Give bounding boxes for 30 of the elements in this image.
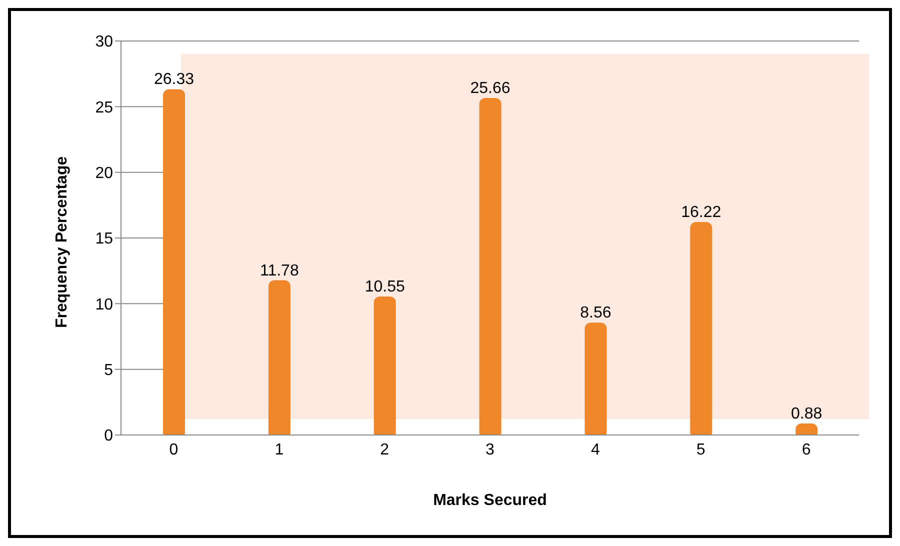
bar [374, 296, 396, 435]
x-tick-label: 4 [590, 441, 600, 458]
bar [584, 322, 607, 435]
x-tick-label: 0 [169, 441, 178, 458]
data-label: 8.56 [580, 304, 612, 322]
y-tick-label: 20 [95, 165, 114, 182]
y-tick-label: 5 [104, 362, 114, 380]
data-label: 11.78 [260, 262, 299, 280]
data-label: 0.88 [791, 405, 822, 422]
data-label: 26.33 [154, 71, 194, 88]
y-tick-label: 10 [95, 296, 114, 314]
bar [163, 89, 185, 435]
data-label: 16.22 [681, 204, 722, 221]
y-tick-label: 0 [104, 428, 114, 445]
x-tick-label: 2 [380, 441, 390, 458]
x-axis-title: Marks Secured [433, 492, 547, 509]
x-tick-label: 3 [486, 441, 495, 458]
bar [690, 222, 712, 435]
y-tick-label: 30 [95, 34, 114, 51]
x-tick-label: 1 [274, 441, 284, 458]
y-tick-label: 15 [95, 230, 114, 248]
data-label: 10.55 [364, 278, 405, 296]
x-tick-label: 6 [802, 441, 811, 458]
data-label: 25.66 [470, 80, 510, 97]
y-tick-label: 25 [95, 99, 114, 116]
x-tick-label: 5 [696, 441, 706, 458]
bar [796, 423, 818, 435]
bar [479, 98, 502, 435]
bar [268, 280, 290, 435]
y-axis-title: Frequency Percentage [54, 156, 71, 328]
